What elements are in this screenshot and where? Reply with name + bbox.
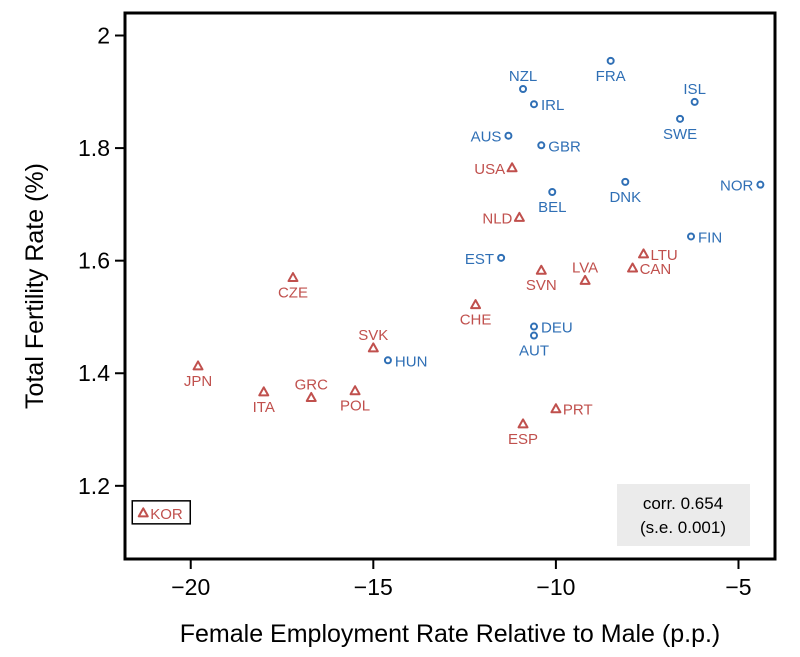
data-point-jpn xyxy=(192,360,204,371)
data-point-isl xyxy=(690,97,699,106)
data-point-bel xyxy=(548,187,557,196)
data-point-svk xyxy=(367,342,379,353)
correlation-value: corr. 0.654 xyxy=(643,494,723,513)
data-point-ita xyxy=(258,386,270,397)
x-axis: −20 −15 −10 −5 xyxy=(171,559,752,600)
plot-frame xyxy=(123,11,777,561)
point-label-dnk: DNK xyxy=(609,189,641,206)
data-point-nld xyxy=(513,211,525,222)
data-point-lva xyxy=(579,274,591,285)
data-point-pol xyxy=(349,385,361,396)
data-point-svn xyxy=(535,264,547,275)
x-tick-label: −10 xyxy=(536,574,575,600)
standard-error-value: (s.e. 0.001) xyxy=(640,518,726,537)
point-label-svn: SVN xyxy=(526,277,557,294)
y-tick-label: 1.2 xyxy=(78,473,110,499)
point-label-fra: FRA xyxy=(596,68,626,85)
data-point-can xyxy=(627,262,639,273)
y-axis: 1.2 1.4 1.6 1.8 2 xyxy=(78,23,125,499)
point-label-bel: BEL xyxy=(538,199,566,216)
point-label-usa: USA xyxy=(474,161,505,178)
y-axis-title: Total Fertility Rate (%) xyxy=(21,163,49,409)
data-point-fra xyxy=(606,56,615,65)
y-tick-label: 1.4 xyxy=(78,360,110,386)
data-point-fin xyxy=(687,232,696,241)
data-point-deu xyxy=(529,322,538,331)
point-label-isl: ISL xyxy=(683,81,706,98)
point-label-can: CAN xyxy=(640,261,672,278)
x-tick-label: −5 xyxy=(725,574,751,600)
data-point-est xyxy=(497,253,506,262)
data-point-aus xyxy=(504,131,513,140)
point-label-nld: NLD xyxy=(482,210,512,227)
correlation-box: corr. 0.654 (s.e. 0.001) xyxy=(617,484,750,546)
data-point-grc xyxy=(305,391,317,402)
point-label-irl: IRL xyxy=(541,97,564,114)
y-tick-label: 1.6 xyxy=(78,248,110,274)
point-label-lva: LVA xyxy=(572,259,598,276)
data-point-esp xyxy=(517,418,529,429)
point-label-svk: SVK xyxy=(358,327,388,344)
point-label-hun: HUN xyxy=(395,353,428,370)
data-point-nor xyxy=(756,180,765,189)
data-point-swe xyxy=(676,114,685,123)
point-label-pol: POL xyxy=(340,398,370,415)
point-label-nor: NOR xyxy=(720,178,754,195)
point-label-deu: DEU xyxy=(541,320,573,337)
point-label-prt: PRT xyxy=(563,402,593,419)
data-point-dnk xyxy=(621,177,630,186)
y-tick-label: 2 xyxy=(97,23,110,49)
data-point-usa xyxy=(506,162,518,173)
point-label-aus: AUS xyxy=(471,129,502,146)
data-point-hun xyxy=(383,356,392,365)
data-point-irl xyxy=(529,100,538,109)
point-label-est: EST xyxy=(465,251,494,268)
point-label-ltu: LTU xyxy=(651,247,678,264)
data-point-nzl xyxy=(519,84,528,93)
data-point-cze xyxy=(287,272,299,283)
x-tick-label: −15 xyxy=(354,574,393,600)
point-label-aut: AUT xyxy=(519,343,549,360)
point-label-cze: CZE xyxy=(278,285,308,302)
point-label-grc: GRC xyxy=(295,376,329,393)
highlight-box xyxy=(131,500,192,525)
data-point-aut xyxy=(529,331,538,340)
point-label-gbr: GBR xyxy=(548,138,581,155)
point-label-fin: FIN xyxy=(698,229,722,246)
y-tick-label: 1.8 xyxy=(78,135,110,161)
point-label-nzl: NZL xyxy=(509,68,537,85)
data-point-prt xyxy=(550,403,562,414)
x-axis-title: Female Employment Rate Relative to Male … xyxy=(180,620,721,648)
point-label-ita: ITA xyxy=(253,399,275,416)
point-label-swe: SWE xyxy=(663,126,697,143)
data-point-kor xyxy=(137,507,149,518)
point-label-kor: KOR xyxy=(150,506,183,523)
data-point-ltu xyxy=(638,248,650,259)
point-label-esp: ESP xyxy=(508,431,538,448)
point-label-jpn: JPN xyxy=(184,373,212,390)
point-label-che: CHE xyxy=(460,312,492,329)
x-tick-label: −20 xyxy=(171,574,210,600)
data-point-gbr xyxy=(537,141,546,150)
data-point-che xyxy=(470,299,482,310)
